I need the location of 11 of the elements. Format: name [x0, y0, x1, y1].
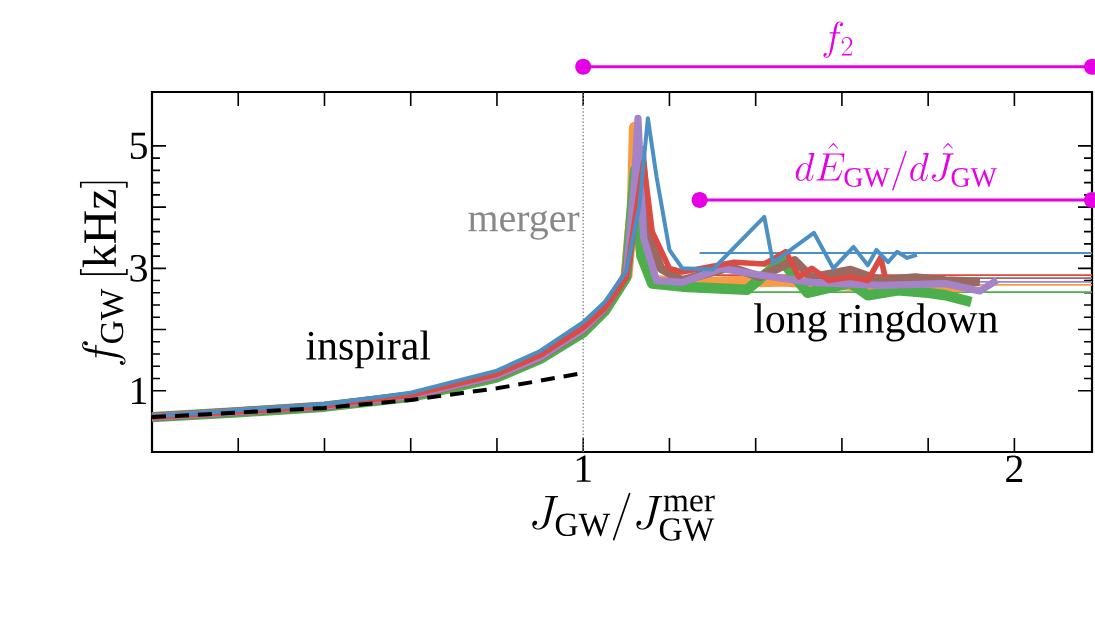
text: $f_2$ — [823, 21, 853, 58]
y-tick-label: 5 — [130, 132, 147, 160]
x-tick-label: 2 — [1006, 455, 1023, 482]
x-axis-title: $J_{\rm GW}/J_{\rm GW}^{\rm mer}$ — [532, 492, 715, 541]
annotation: inspiral — [306, 330, 431, 369]
annotation: long ringdown — [754, 303, 998, 342]
ref-line-label: merger — [468, 210, 580, 240]
y-axis-title: $f_{\rm GW}\,[{\rm kHz}]$ — [79, 181, 128, 365]
y-tick-label: 1 — [132, 377, 147, 404]
annotation: $d\hat{E}_{\rm GW}/d\hat{J}_{\rm GW}$ — [795, 142, 997, 191]
y-tick-label: 3 — [130, 254, 147, 282]
